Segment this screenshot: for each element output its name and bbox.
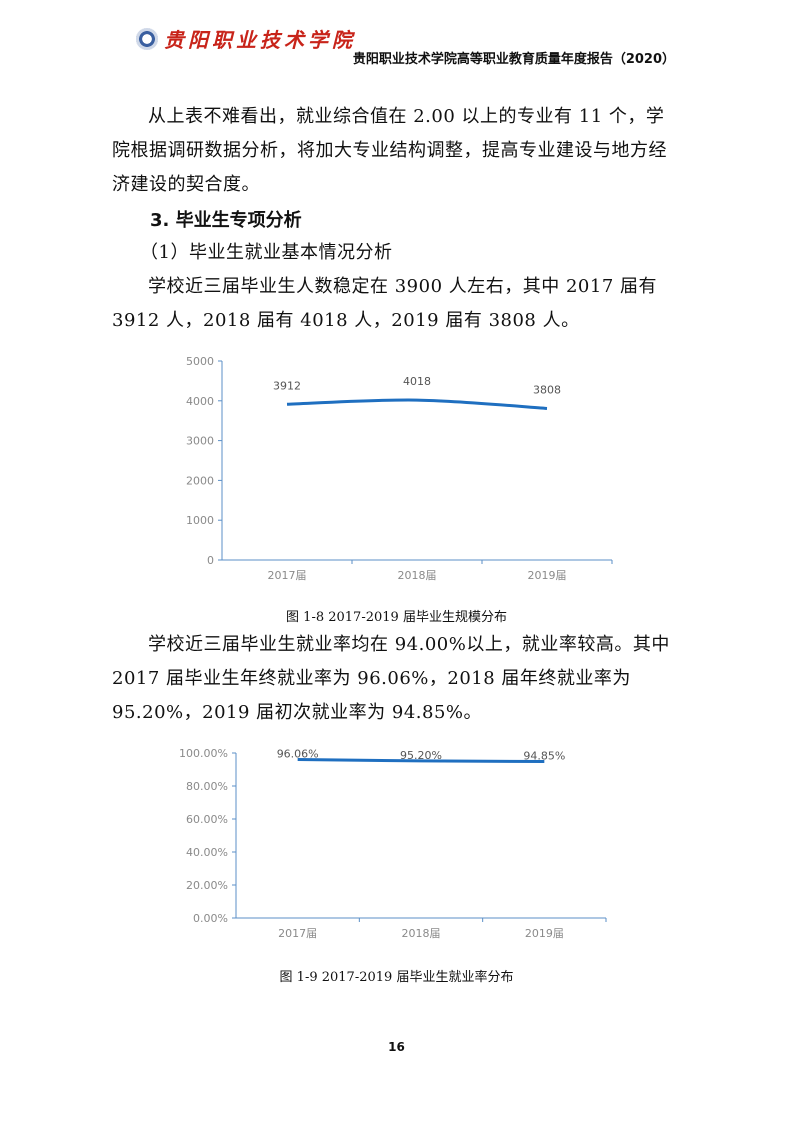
data-label: 4018: [403, 375, 431, 388]
college-logo: 贵阳职业技术学院: [136, 24, 356, 53]
y-tick-label: 5000: [186, 355, 214, 368]
y-tick-label: 3000: [186, 435, 214, 448]
y-tick-label: 0.00%: [193, 912, 228, 925]
figure-caption: 图 1-9 2017-2019 届毕业生就业率分布: [279, 970, 514, 985]
logo-text: 贵阳职业技术学院: [164, 28, 356, 52]
y-tick-label: 1000: [186, 514, 214, 527]
section-heading: 3. 毕业生专项分析: [150, 210, 302, 231]
y-tick-label: 20.00%: [186, 879, 228, 892]
paragraph: 学校近三届毕业生人数稳定在 3900 人左右，其中 2017 届有 3912 人…: [112, 276, 658, 331]
x-tick-label: 2019届: [525, 927, 564, 940]
data-label: 95.20%: [400, 749, 442, 762]
x-tick-label: 2018届: [398, 569, 437, 582]
y-tick-label: 4000: [186, 395, 214, 408]
data-label: 94.85%: [523, 749, 565, 762]
subheading: （1）毕业生就业基本情况分析: [140, 242, 393, 263]
x-tick-label: 2018届: [402, 927, 441, 940]
figure-caption: 图 1-8 2017-2019 届毕业生规模分布: [286, 610, 507, 625]
running-header: 贵阳职业技术学院高等职业教育质量年度报告（2020）: [352, 52, 675, 67]
data-label: 3912: [273, 379, 301, 392]
y-tick-label: 40.00%: [186, 846, 228, 859]
y-tick-label: 2000: [186, 474, 214, 487]
x-tick-label: 2017届: [268, 569, 307, 582]
series-line: [297, 758, 545, 763]
paragraph: 从上表不难看出，就业综合值在 2.00 以上的专业有 11 个，学院根据调研数据…: [112, 106, 667, 195]
series-line: [286, 398, 548, 410]
x-tick-label: 2019届: [528, 569, 567, 582]
x-tick-label: 2017届: [278, 927, 317, 940]
college-seal-icon: [136, 27, 158, 50]
y-tick-label: 80.00%: [186, 780, 228, 793]
y-tick-label: 100.00%: [179, 747, 228, 760]
page-number: 16: [388, 1040, 405, 1054]
data-label: 3808: [533, 383, 561, 396]
y-tick-label: 0: [207, 554, 214, 567]
paragraph: 学校近三届毕业生就业率均在 94.00%以上，就业率较高。其中 2017 届毕业…: [112, 634, 670, 723]
y-tick-label: 60.00%: [186, 813, 228, 826]
data-label: 96.06%: [277, 748, 319, 761]
